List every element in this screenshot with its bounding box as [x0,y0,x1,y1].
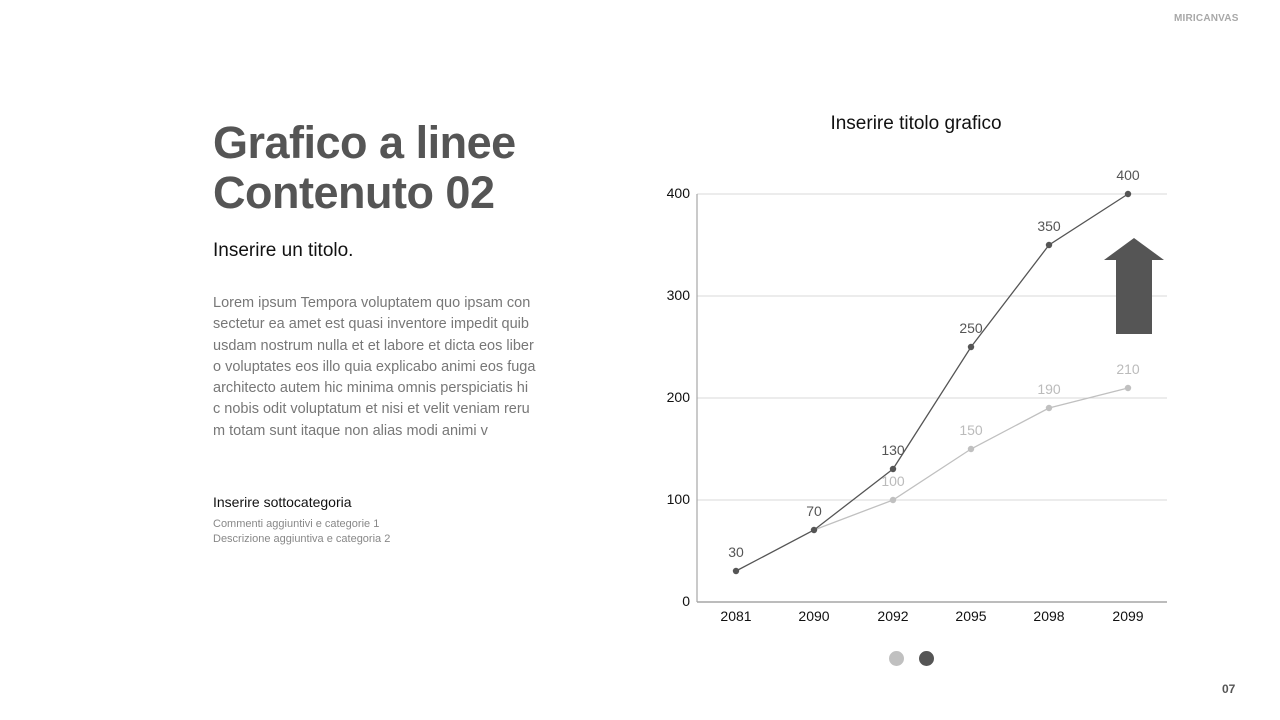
body-line: sectetur ea amet est quasi inventore imp… [213,316,529,333]
body-line: usdam nostrum nulla et et labore et dict… [213,337,534,354]
arrow-up-icon [1104,238,1164,334]
series-2-point [967,445,975,453]
section-subtitle: Inserire un titolo. [213,240,354,261]
y-tick-label: 400 [666,185,690,201]
series-1-point [889,465,897,473]
subcategory-line-1: Commenti aggiuntivi e categorie 1 [213,518,380,530]
page-number: 07 [1222,682,1236,696]
body-paragraph: Lorem ipsum Tempora voluptatem quo ipsam… [213,293,553,442]
data-label: 210 [1116,361,1140,377]
x-tick-label: 2092 [877,608,909,624]
series-2-point [1124,384,1132,392]
y-tick-label: 300 [666,287,690,303]
data-label: 150 [959,422,983,438]
data-label: 190 [1037,381,1061,397]
chart-title: Inserire titolo grafico [830,113,1002,134]
page-title-line-1: Grafico a linee [213,117,516,168]
series-1-point [1045,241,1053,249]
series-1-line [735,193,1129,572]
body-line: Lorem ipsum Tempora voluptatem quo ipsam… [213,295,531,311]
series-1-point [1124,190,1132,198]
body-line: m totam sunt itaque non alias modi animi… [213,422,488,439]
body-line: architecto autem hic minima omnis perspi… [213,380,529,397]
data-label: 100 [881,473,905,489]
data-label: 130 [881,442,905,458]
data-label: 70 [806,503,822,519]
data-label: 30 [728,544,744,560]
page-title-line-2: Contenuto 02 [213,167,495,218]
series-1-point [732,567,740,575]
body-line: c nobis odit voluptatum et nisi et velit… [213,401,530,418]
x-tick-label: 2081 [720,608,752,624]
y-tick-label: 100 [666,491,690,507]
legend-series-2-marker [889,651,904,666]
x-tick-label: 2099 [1112,608,1144,624]
x-tick-label: 2098 [1033,608,1065,624]
y-tick-label: 200 [666,389,690,405]
series-2-point [889,496,897,504]
series-2-point [1045,404,1053,412]
data-label: 250 [959,320,983,336]
x-tick-label: 2095 [955,608,987,624]
subcategory-line-2: Descrizione aggiuntiva e categoria 2 [213,533,391,545]
data-label: 400 [1116,167,1140,183]
legend-series-1-marker [919,651,934,666]
series-1-point [967,343,975,351]
series-1-point [810,526,818,534]
body-line: o voluptates eos illo quia explicabo ani… [213,358,536,375]
subcategory-title: Inserire sottocategoria [213,494,352,510]
data-label: 350 [1037,218,1061,234]
y-tick-label: 0 [682,593,690,609]
series-2-line [813,387,1129,531]
brand-logo: MIRICANVAS [1174,13,1239,24]
page-title: Grafico a linee Contenuto 02 [213,118,516,218]
x-tick-label: 2090 [798,608,830,624]
